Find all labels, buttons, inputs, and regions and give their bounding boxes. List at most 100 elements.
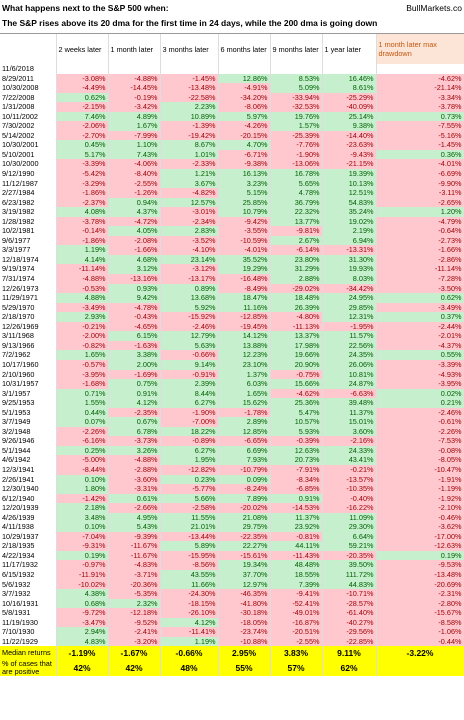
value-cell: 15.66%: [270, 379, 323, 389]
value-cell: -7.91%: [270, 464, 323, 475]
value-cell: -11.91%: [56, 569, 109, 580]
data-row: 1/28/1982 -3.78% -4.72% -2.34% -9.42% 13.77% 1…: [0, 216, 464, 227]
value-cell: 2.39%: [160, 379, 219, 389]
value-cell: -13.44%: [160, 531, 219, 542]
value-cell: 17.98%: [270, 340, 323, 351]
date-cell: 5/6/1932: [0, 579, 57, 590]
data-row: 4/6/1942 -5.00% -4.88% 1.95% 7.93% 20.73% 43.4…: [0, 455, 464, 465]
value-cell: -1.92%: [376, 493, 464, 504]
value-cell: 3.38%: [108, 350, 161, 360]
value-cell: 23.80%: [270, 254, 323, 265]
footer-value: 2.95%: [218, 646, 271, 661]
value-cell: -11.14%: [56, 264, 109, 275]
data-row: 10/17/1960 -0.57% 2.00% 9.14% 23.10% 20.90% 26…: [0, 359, 464, 370]
value-cell: -17.00%: [376, 531, 464, 542]
value-cell: -9.72%: [56, 608, 109, 618]
value-cell: -14.53%: [270, 503, 323, 513]
footer-value: 62%: [322, 660, 377, 677]
value-cell: 5.66%: [160, 493, 219, 504]
data-row: 11/6/2018: [0, 64, 464, 74]
date-cell: 10/30/2001: [0, 140, 57, 150]
value-cell: 0.89%: [160, 283, 219, 294]
date-cell: 10/16/1931: [0, 598, 57, 609]
date-cell: 10/30/2000: [0, 159, 57, 170]
value-cell: 12.31%: [322, 312, 377, 322]
data-row: 10/29/1937 -7.04% -9.39% -13.44% -22.35% -0.8…: [0, 531, 464, 542]
date-cell: 10/2/1981: [0, 226, 57, 236]
value-cell: -1.66%: [376, 245, 464, 255]
date-cell: 10/29/1937: [0, 531, 57, 542]
value-cell: 1.67%: [108, 121, 161, 131]
value-cell: -4.88%: [108, 73, 161, 84]
value-cell: -16.22%: [322, 503, 377, 513]
date-cell: 5/29/1970: [0, 302, 57, 313]
value-cell: -8.40%: [108, 169, 161, 179]
date-cell: 12/30/1940: [0, 484, 57, 494]
data-row: 6/15/1932 -11.91% -3.71% 43.55% 37.70% 18.55%…: [0, 569, 464, 580]
data-row: 5/10/2001 5.17% 7.43% 1.01% -6.71% -1.90% -9.4…: [0, 149, 464, 160]
value-cell: 0.73%: [376, 111, 464, 122]
value-cell: 4.78%: [270, 188, 323, 198]
value-cell: -9.41%: [270, 589, 323, 599]
value-cell: -11.43%: [270, 550, 323, 561]
value-cell: -32.53%: [270, 102, 323, 112]
value-cell: -3.50%: [376, 283, 464, 294]
value-cell: -1.66%: [108, 245, 161, 255]
footer-value: 48%: [160, 660, 219, 677]
value-cell: 15.62%: [218, 398, 271, 408]
date-cell: 7/22/2008: [0, 92, 57, 103]
value-cell: 3.60%: [322, 426, 377, 437]
data-row: 5/8/1931 -9.72% -12.18% -26.10% -30.18% -49.0…: [0, 608, 464, 618]
value-cell: -16.48%: [218, 274, 271, 284]
value-cell: 11.16%: [218, 302, 271, 313]
data-row: 1/31/2008 -2.15% -3.42% 2.23% -8.06% -32.53% -…: [0, 102, 464, 112]
value-cell: -0.46%: [376, 512, 464, 523]
date-cell: 3/11/1968: [0, 331, 57, 341]
value-cell: -40.27%: [322, 617, 377, 628]
value-cell: -1.63%: [108, 340, 161, 351]
value-cell: -0.08%: [376, 445, 464, 456]
value-cell: -8.56%: [160, 560, 219, 570]
value-cell: -6.63%: [322, 388, 377, 399]
date-cell: 5/1/1944: [0, 445, 57, 456]
value-cell: 10.13%: [322, 178, 377, 189]
value-cell: -7.00%: [160, 417, 219, 427]
value-cell: -15.92%: [160, 312, 219, 322]
value-cell: -4.01%: [376, 159, 464, 170]
value-cell: -2.37%: [56, 197, 109, 208]
data-row: 2/26/1941 0.10% -3.60% 0.23% 0.09% -8.34% -13.…: [0, 474, 464, 485]
value-cell: 1.95%: [160, 455, 219, 465]
data-row: 11/12/1987 -3.29% -2.55% 3.67% 3.23% 5.65% 10.…: [0, 178, 464, 189]
value-cell: -2.31%: [376, 589, 464, 599]
value-cell: 18.47%: [218, 293, 271, 303]
value-cell: -1.86%: [56, 188, 109, 198]
value-cell: -19.45%: [218, 321, 271, 332]
value-cell: 4.70%: [218, 140, 271, 150]
value-cell: 8.67%: [160, 140, 219, 150]
value-cell: 9.14%: [160, 359, 219, 370]
data-row: 9/25/1953 1.55% 4.12% 6.27% 15.62% 25.36% 39.4…: [0, 398, 464, 408]
value-cell: -0.14%: [56, 226, 109, 236]
footer-value: 57%: [270, 660, 323, 677]
value-cell: -13.16%: [108, 274, 161, 284]
data-row: 10/30/2008 -4.49% -14.45% -13.48% -4.91% 5.09…: [0, 83, 464, 93]
value-cell: 1.80%: [56, 484, 109, 494]
value-cell: -9.43%: [322, 149, 377, 160]
date-cell: 9/19/1974: [0, 264, 57, 275]
value-cell: -5.77%: [160, 484, 219, 494]
value-cell: 37.70%: [218, 569, 271, 580]
value-cell: 19.34%: [218, 560, 271, 570]
column-header: 1 year later: [322, 34, 377, 64]
value-cell: 39.48%: [322, 398, 377, 408]
value-cell: -4.93%: [376, 369, 464, 380]
empty-cell: [160, 64, 219, 74]
value-cell: -4.62%: [376, 73, 464, 84]
value-cell: 5.47%: [270, 407, 323, 418]
date-cell: 11/22/1929: [0, 636, 57, 647]
column-header: 3 months later: [160, 34, 219, 64]
value-cell: 13.77%: [270, 216, 323, 227]
date-cell: 12/26/1969: [0, 321, 57, 332]
value-cell: -2.80%: [376, 598, 464, 609]
value-cell: 4.08%: [56, 207, 109, 217]
data-row: 12/20/1939 2.18% -2.66% -2.58% -20.02% -14.53…: [0, 503, 464, 513]
